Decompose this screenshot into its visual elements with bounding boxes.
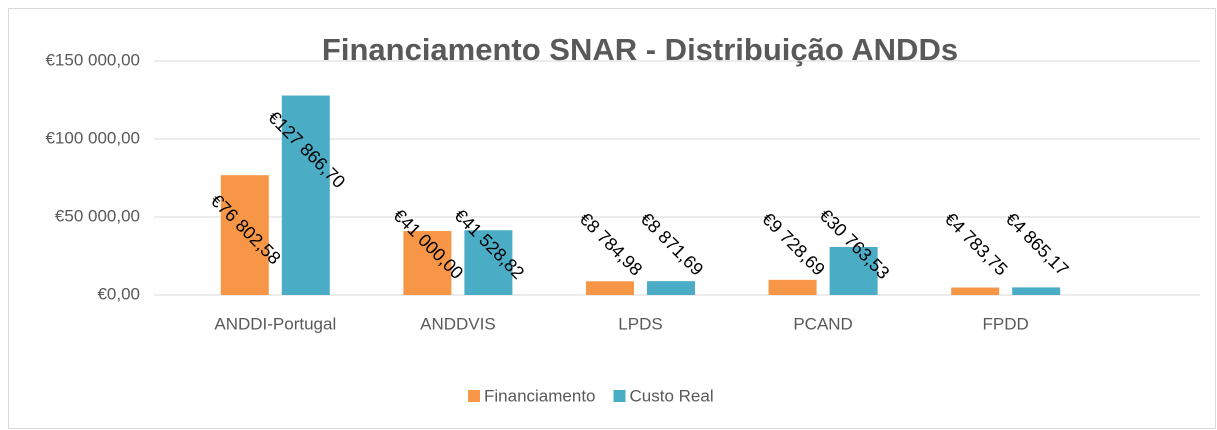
x-tick-label: ANDDI-Portugal: [214, 314, 336, 333]
chart-title: Financiamento SNAR - Distribuição ANDDs: [322, 32, 958, 67]
legend-label: Custo Real: [630, 386, 714, 405]
legend-swatch: [613, 390, 626, 402]
bar: [951, 287, 1000, 295]
y-tick-label: €0,00: [97, 284, 140, 303]
bar: [403, 231, 452, 295]
x-tick-label: FPDD: [983, 314, 1029, 333]
x-tick-label: PCAND: [793, 314, 853, 333]
bar: [464, 230, 513, 295]
legend-label: Financiamento: [484, 386, 596, 405]
x-tick-label: ANDDVIS: [420, 314, 496, 333]
bar: [586, 281, 634, 295]
x-tick-label: LPDS: [618, 314, 662, 333]
bar: [281, 95, 330, 295]
legend-swatch: [468, 390, 480, 402]
bar: [1012, 287, 1061, 295]
y-tick-label: €50 000,00: [55, 206, 140, 225]
bar: [829, 247, 878, 295]
y-tick-label: €150 000,00: [45, 50, 140, 69]
bar: [768, 279, 817, 295]
bar: [647, 281, 695, 295]
y-tick-label: €100 000,00: [45, 128, 140, 147]
bar: [220, 175, 269, 295]
chart-border: [8, 8, 1216, 429]
